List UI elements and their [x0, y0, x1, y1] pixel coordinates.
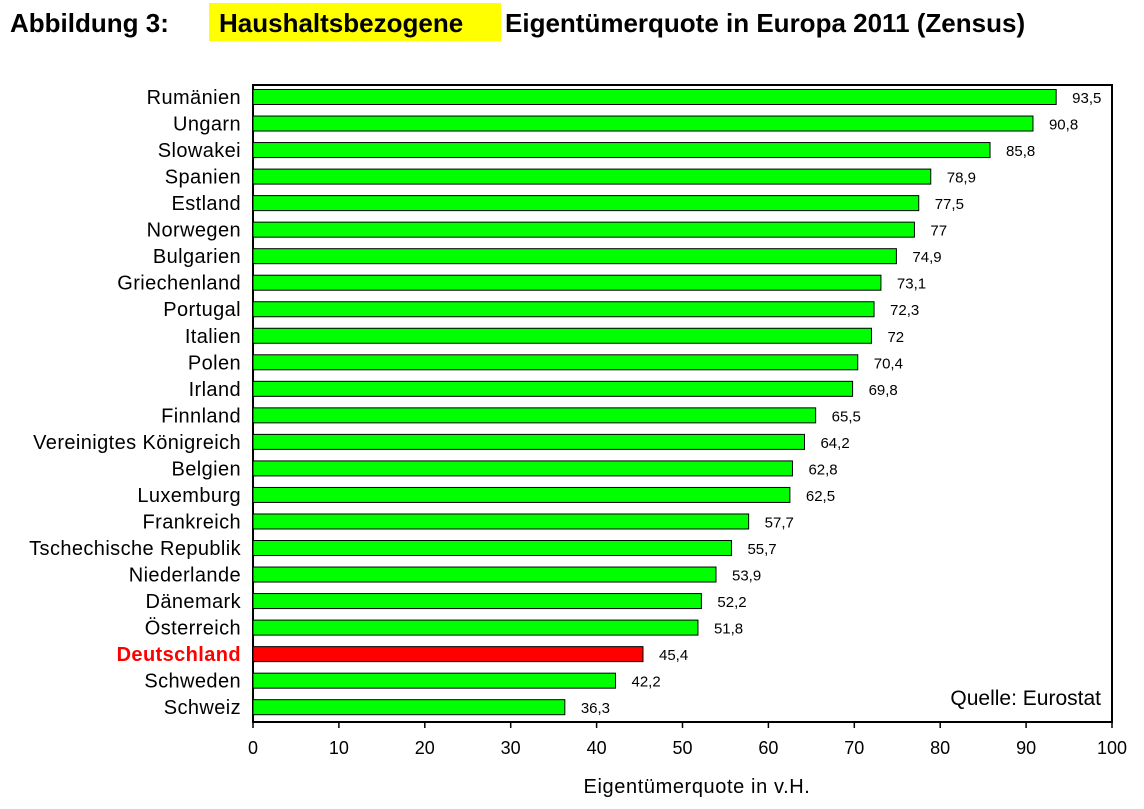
- category-label: Schweden: [144, 671, 241, 693]
- value-label: 77,5: [935, 196, 964, 213]
- bar-schweden: [252, 672, 616, 689]
- title-rest: Eigentümerquote in Europa 2011 (Zensus): [505, 8, 1025, 38]
- bar-italien: [252, 327, 872, 344]
- category-label: Vereinigtes Königreich: [33, 432, 241, 454]
- x-tick-label: 0: [248, 738, 258, 758]
- category-label: Frankreich: [143, 511, 241, 533]
- value-label: 53,9: [732, 568, 761, 585]
- category-label: Italien: [185, 326, 241, 348]
- x-tick-label: 40: [587, 738, 607, 758]
- value-label: 70,4: [874, 355, 903, 372]
- value-label: 72: [887, 329, 904, 346]
- value-label: 73,1: [897, 276, 926, 293]
- category-label: Dänemark: [146, 591, 242, 613]
- category-label: Ungarn: [173, 114, 241, 136]
- category-label: Deutschland: [117, 644, 241, 666]
- bar-finnland: [252, 407, 817, 424]
- x-tick-label: 30: [501, 738, 521, 758]
- bar-spanien: [252, 168, 932, 185]
- x-tick-label: 10: [329, 738, 349, 758]
- value-label: 77: [930, 223, 947, 240]
- source-note: Quelle: Eurostat: [950, 687, 1101, 710]
- value-label: 62,8: [808, 461, 837, 478]
- value-label: 62,5: [806, 488, 835, 505]
- bar-ungarn: [252, 115, 1034, 132]
- bar-polen: [252, 354, 859, 371]
- bar-irland: [252, 380, 854, 397]
- bars-group: [252, 89, 1057, 716]
- bar-deutschland: [252, 646, 644, 663]
- x-tick-label: 50: [672, 738, 692, 758]
- value-label: 90,8: [1049, 117, 1078, 134]
- x-tick-label: 100: [1097, 738, 1127, 758]
- bar-niederlande: [252, 566, 717, 583]
- category-label: Norwegen: [147, 220, 241, 242]
- value-label: 93,5: [1072, 90, 1101, 107]
- category-label: Tschechische Republik: [29, 538, 241, 560]
- x-axis-title: Eigentümerquote in v.H.: [584, 776, 811, 798]
- value-label: 74,9: [912, 249, 941, 266]
- chart-title: Abbildung 3: Haushaltsbezogene Eigentüme…: [10, 3, 1025, 41]
- category-label: Finnland: [161, 405, 241, 427]
- bar-belgien: [252, 460, 793, 477]
- category-label: Estland: [171, 193, 241, 215]
- bar-schweiz: [252, 699, 566, 716]
- value-labels: 93,5 90,8 85,8 78,9 77,5 77 74,9 73,1 72,3 72 70,4…: [581, 90, 1102, 717]
- value-label: 55,7: [747, 541, 776, 558]
- category-label: Österreich: [145, 618, 241, 640]
- value-label: 64,2: [820, 435, 849, 452]
- bar-daenemark: [252, 593, 702, 610]
- value-label: 52,2: [717, 594, 746, 611]
- value-label: 36,3: [581, 700, 610, 717]
- category-label: Bulgarien: [153, 246, 241, 268]
- category-label: Niederlande: [129, 565, 241, 587]
- bar-frankreich: [252, 513, 750, 530]
- x-tick-label: 70: [844, 738, 864, 758]
- bar-griechenland: [252, 274, 882, 291]
- title-highlight: Haushaltsbezogene: [219, 8, 463, 38]
- category-label: Portugal: [163, 299, 241, 321]
- value-label: 85,8: [1006, 143, 1035, 160]
- category-label: Rumänien: [147, 87, 241, 109]
- bar-estland: [252, 195, 920, 212]
- x-tick-label: 60: [758, 738, 778, 758]
- bar-luxemburg: [252, 486, 791, 503]
- value-label: 69,8: [869, 382, 898, 399]
- svg-text:Abbildung 3: Haushaltsbe: Abbildung 3: Haushaltsbezogene Eigentüme…: [10, 8, 1025, 38]
- category-label: Spanien: [165, 167, 241, 189]
- category-label: Polen: [188, 352, 241, 374]
- x-tick-label: 20: [415, 738, 435, 758]
- value-label: 57,7: [765, 514, 794, 531]
- bar-bulgarien: [252, 248, 897, 265]
- value-label: 45,4: [659, 647, 688, 664]
- category-label: Luxemburg: [137, 485, 241, 507]
- bar-portugal: [252, 301, 875, 318]
- category-label: Schweiz: [164, 697, 241, 719]
- x-tick-label: 80: [930, 738, 950, 758]
- category-label: Belgien: [171, 458, 241, 480]
- value-label: 51,8: [714, 621, 743, 638]
- bar-vereinigtes-koenigreich: [252, 433, 805, 450]
- category-labels: Rumänien Ungarn Slowakei Spanien Estland Norw…: [29, 87, 241, 719]
- title-highlight-background: [209, 3, 501, 41]
- bar-tschechische-republik: [252, 540, 732, 557]
- title-prefix: Abbildung 3:: [10, 8, 169, 38]
- value-label: 78,9: [947, 170, 976, 187]
- category-label: Griechenland: [117, 273, 241, 295]
- bar-norwegen: [252, 221, 915, 238]
- x-tick-label: 90: [1016, 738, 1036, 758]
- x-axis-ticks: 0 10 20 30 40 50 60 70 80 90 100: [248, 722, 1127, 758]
- value-label: 65,5: [832, 408, 861, 425]
- value-label: 42,2: [631, 674, 660, 691]
- bar-oesterreich: [252, 619, 699, 636]
- bar-rumaenien: [252, 89, 1057, 105]
- category-label: Slowakei: [158, 140, 241, 162]
- bar-slowakei: [252, 142, 991, 159]
- category-label: Irland: [189, 379, 241, 401]
- value-label: 72,3: [890, 302, 919, 319]
